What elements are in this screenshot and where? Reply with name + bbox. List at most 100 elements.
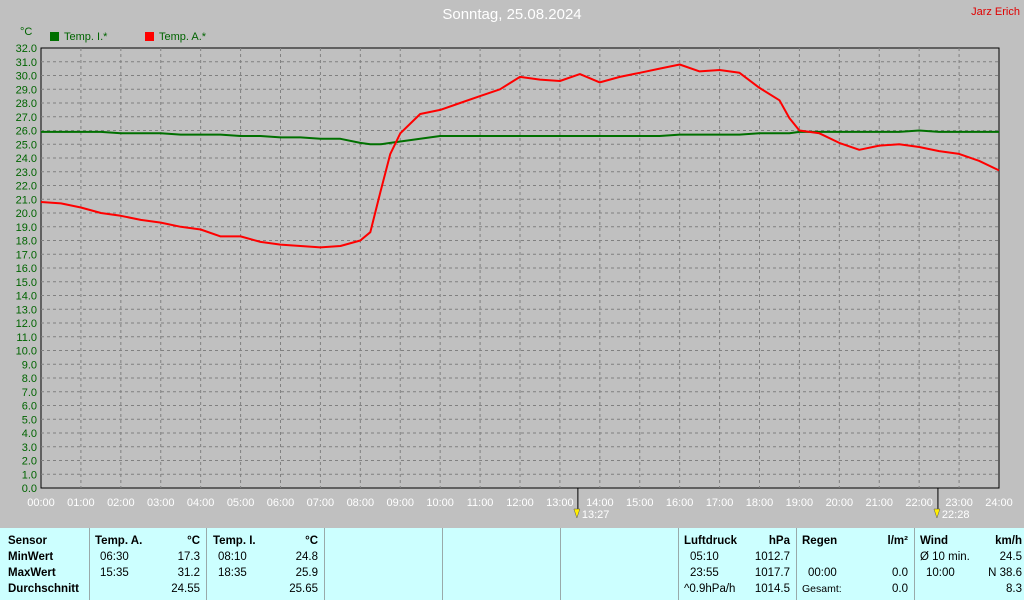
pressure-max-time: 23:55 — [690, 567, 719, 579]
pressure-trend-value: 1014.5 — [754, 583, 790, 595]
legend-label-temp-i: Temp. I.* — [64, 31, 108, 43]
y-axis-unit: °C — [20, 26, 33, 38]
table-divider — [914, 528, 915, 600]
y-tick-label: 14.0 — [16, 291, 37, 303]
row-label-avg: Durchschnitt — [8, 583, 79, 595]
x-tick-label: 14:00 — [586, 497, 614, 509]
x-tick-label: 21:00 — [865, 497, 893, 509]
y-tick-label: 26.0 — [16, 126, 37, 138]
y-tick-label: 22.0 — [16, 181, 37, 193]
x-tick-label: 18:00 — [746, 497, 774, 509]
row-label-max: MaxWert — [8, 567, 56, 579]
temp-i-header: Temp. I. — [213, 535, 256, 547]
x-tick-label: 09:00 — [386, 497, 414, 509]
wind-avg-value: 24.5 — [999, 551, 1022, 563]
legend-swatch-green — [50, 32, 59, 41]
x-tick-label: 01:00 — [67, 497, 95, 509]
legend-swatch-red — [145, 32, 154, 41]
pressure-header: Luftdruck — [684, 535, 738, 547]
pressure-min-value: 1012.7 — [754, 551, 790, 563]
y-tick-label: 20.0 — [16, 208, 37, 220]
x-tick-label: 04:00 — [187, 497, 215, 509]
weather-icon — [573, 508, 581, 519]
y-tick-label: 28.0 — [16, 98, 37, 110]
temp-a-max-value: 31.2 — [177, 567, 200, 579]
x-tick-label: 00:00 — [27, 497, 55, 509]
rain-value: 0.0 — [892, 567, 908, 579]
y-tick-label: 15.0 — [16, 277, 37, 289]
temp-a-min-time: 06:30 — [100, 551, 129, 563]
rain-total-label: Gesamt: — [802, 583, 842, 595]
y-tick-label: 25.0 — [16, 139, 37, 151]
y-tick-label: 4.0 — [22, 428, 37, 440]
x-tick-label: 24:00 — [985, 497, 1013, 509]
y-tick-label: 7.0 — [22, 387, 37, 399]
x-tick-label: 02:00 — [107, 497, 135, 509]
wind-max-time: 10:00 — [926, 567, 955, 579]
temp-i-unit: °C — [305, 535, 318, 547]
x-tick-label: 22:00 — [905, 497, 933, 509]
legend-label-temp-a: Temp. A.* — [159, 31, 207, 43]
x-tick-label: 15:00 — [626, 497, 654, 509]
pressure-unit: hPa — [768, 535, 790, 547]
temp-a-min-value: 17.3 — [177, 551, 200, 563]
y-tick-label: 0.0 — [22, 483, 37, 495]
y-tick-label: 21.0 — [16, 194, 37, 206]
temp-i-min-time: 08:10 — [218, 551, 247, 563]
rain-unit: l/m² — [887, 535, 908, 547]
rain-total-value: 0.0 — [892, 583, 908, 595]
y-tick-label: 27.0 — [16, 112, 37, 124]
chart-title: Sonntag, 25.08.2024 — [442, 6, 582, 23]
wind-third-value: 8.3 — [1006, 583, 1022, 595]
table-divider — [678, 528, 679, 600]
x-tick-label: 13:00 — [546, 497, 574, 509]
x-tick-label: 17:00 — [706, 497, 734, 509]
chart-markers: 13:27 22:28 — [573, 488, 969, 521]
y-tick-label: 16.0 — [16, 263, 37, 275]
x-tick-label: 06:00 — [267, 497, 295, 509]
pressure-min-time: 05:10 — [690, 551, 719, 563]
y-tick-label: 13.0 — [16, 304, 37, 316]
wind-avg-label: Ø 10 min. — [920, 551, 970, 563]
x-tick-label: 03:00 — [147, 497, 175, 509]
y-tick-label: 11.0 — [16, 332, 37, 344]
rain-time: 00:00 — [808, 567, 837, 579]
table-divider — [206, 528, 207, 600]
legend-item-temp-a: Temp. A.* — [145, 31, 206, 43]
temp-a-avg-value: 24.55 — [171, 583, 200, 595]
x-tick-label: 12:00 — [506, 497, 534, 509]
temp-a-max-time: 15:35 — [100, 567, 129, 579]
y-tick-label: 6.0 — [22, 401, 37, 413]
y-tick-label: 31.0 — [16, 57, 37, 69]
x-tick-label: 23:00 — [945, 497, 973, 509]
y-tick-label: 29.0 — [16, 84, 37, 96]
y-tick-label: 2.0 — [22, 456, 37, 468]
y-tick-label: 1.0 — [22, 469, 37, 481]
marker-time-label: 13:27 — [582, 509, 610, 521]
y-tick-label: 3.0 — [22, 442, 37, 454]
weather-icon — [933, 508, 941, 519]
y-tick-label: 5.0 — [22, 414, 37, 426]
y-tick-label: 17.0 — [16, 249, 37, 261]
y-tick-label: 12.0 — [16, 318, 37, 330]
row-label-min: MinWert — [8, 551, 54, 563]
x-tick-label: 08:00 — [347, 497, 375, 509]
y-tick-label: 19.0 — [16, 222, 37, 234]
pressure-max-value: 1017.7 — [754, 567, 790, 579]
table-divider — [560, 528, 561, 600]
temp-i-max-value: 25.9 — [295, 567, 318, 579]
legend-item-temp-i: Temp. I.* — [50, 31, 107, 43]
temp-a-header: Temp. A. — [95, 535, 143, 547]
y-tick-label: 24.0 — [16, 153, 37, 165]
y-tick-label: 9.0 — [22, 359, 37, 371]
table-divider — [89, 528, 90, 600]
x-tick-label: 11:00 — [467, 497, 494, 509]
table-divider — [324, 528, 325, 600]
y-tick-label: 23.0 — [16, 167, 37, 179]
y-tick-label: 10.0 — [16, 346, 37, 358]
chart-series — [40, 63, 1000, 249]
wind-header: Wind — [920, 535, 948, 547]
x-tick-label: 10:00 — [426, 497, 454, 509]
x-tick-label: 16:00 — [666, 497, 694, 509]
table-divider — [442, 528, 443, 600]
